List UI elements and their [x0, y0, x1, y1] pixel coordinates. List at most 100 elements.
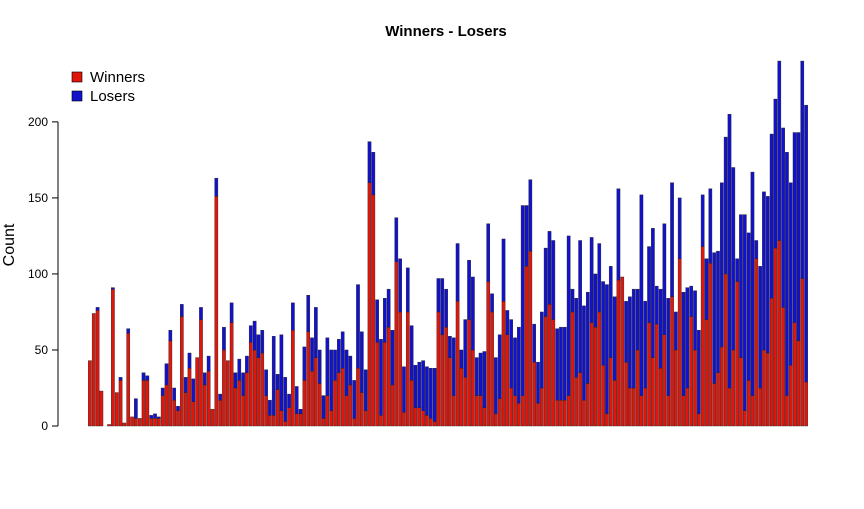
bar-segment — [180, 304, 184, 317]
bar-segment — [157, 418, 161, 427]
bar-segment — [344, 395, 349, 427]
bar-segment — [769, 298, 774, 427]
bar-segment — [352, 418, 356, 427]
bar-segment — [681, 291, 686, 396]
bar-segment — [762, 191, 766, 351]
bar-segment — [206, 355, 211, 372]
bar-segment — [153, 418, 157, 427]
bar-segment — [256, 357, 261, 427]
legend-swatch — [71, 71, 83, 83]
bar-segment — [708, 188, 713, 264]
bar-segment — [704, 319, 709, 427]
bar-segment — [750, 395, 755, 427]
bar-segment — [111, 287, 115, 290]
bar-segment — [141, 380, 146, 427]
bar-segment — [264, 395, 268, 427]
bar-segment — [367, 182, 372, 427]
bar-segment — [624, 301, 628, 363]
legend-label: Winners — [90, 69, 145, 86]
bar-segment — [271, 336, 276, 416]
bar-segment — [666, 298, 671, 396]
bar-segment — [141, 372, 146, 381]
bar-segment — [494, 413, 498, 427]
bar-segment — [758, 266, 762, 389]
bar-segment — [402, 366, 406, 413]
bar-segment — [340, 331, 345, 369]
bar-segment — [662, 223, 667, 335]
bar-segment — [440, 334, 445, 427]
bar-segment — [149, 418, 153, 427]
bar-segment — [566, 235, 571, 396]
bar-segment — [306, 295, 311, 332]
bar-segment — [647, 246, 651, 323]
bar-segment — [348, 384, 353, 427]
bar-segment — [735, 258, 739, 282]
bar-segment — [474, 395, 479, 427]
bar-segment — [405, 267, 410, 313]
bar-segment — [233, 372, 238, 389]
bar-segment — [383, 342, 387, 427]
bar-segment — [739, 214, 743, 358]
bar-segment — [720, 182, 724, 348]
bar-segment — [379, 339, 383, 416]
bar-segment — [283, 421, 288, 427]
bar-segment — [225, 360, 230, 427]
bar-segment — [635, 349, 640, 427]
bar-segment — [283, 377, 288, 422]
bar-segment — [754, 240, 759, 259]
bar-segment — [697, 413, 701, 427]
bar-segment — [566, 395, 571, 427]
bar-segment — [528, 179, 533, 252]
bar-segment — [459, 349, 464, 369]
bar-segment — [781, 127, 785, 308]
bar-segment — [333, 380, 337, 427]
bar-segment — [134, 418, 138, 427]
bar-segment — [463, 319, 468, 378]
bar-segment — [275, 389, 280, 427]
bar-segment — [712, 252, 716, 384]
bar-segment — [172, 399, 176, 427]
bar-segment — [390, 384, 395, 427]
bar-segment — [202, 384, 207, 427]
bar-segment — [681, 395, 686, 427]
bar-segment — [486, 281, 491, 427]
bar-segment — [559, 326, 563, 401]
bar-segment — [191, 401, 196, 427]
bar-segment — [164, 384, 169, 427]
bar-segment — [589, 237, 594, 323]
bar-segment — [608, 357, 613, 427]
bar-segment — [685, 287, 690, 389]
bar-segment — [409, 325, 414, 381]
y-tick-label: 0 — [41, 419, 48, 433]
bar-segment — [130, 416, 134, 427]
bar-segment — [386, 288, 391, 328]
bar-segment — [398, 258, 402, 313]
bar-segment — [168, 329, 173, 342]
bar-segment — [582, 399, 586, 427]
bar-segment — [532, 361, 536, 427]
chart-title: Winners - Losers — [385, 23, 507, 40]
bar-segment — [237, 380, 242, 427]
bar-segment — [214, 196, 219, 427]
bar-segment — [153, 413, 157, 419]
bar-segment — [421, 410, 425, 427]
bar-segment — [329, 349, 333, 411]
bar-segment — [524, 266, 529, 427]
bar-segment — [241, 395, 245, 427]
bar-segment — [371, 152, 376, 196]
bar-segment — [428, 418, 433, 427]
bar-segment — [168, 340, 173, 427]
bar-segment — [118, 377, 123, 381]
bar-segment — [750, 171, 755, 396]
bar-segment — [314, 307, 318, 358]
bar-segment — [624, 361, 628, 427]
bar-segment — [509, 387, 513, 427]
bar-segment — [796, 340, 801, 427]
bar-segment — [620, 276, 625, 427]
bar-segment — [229, 302, 234, 323]
bar-segment — [176, 406, 180, 411]
bar-segment — [448, 336, 452, 358]
bar-segment — [540, 387, 544, 427]
bar-segment — [325, 337, 330, 396]
bar-segment — [440, 278, 445, 335]
